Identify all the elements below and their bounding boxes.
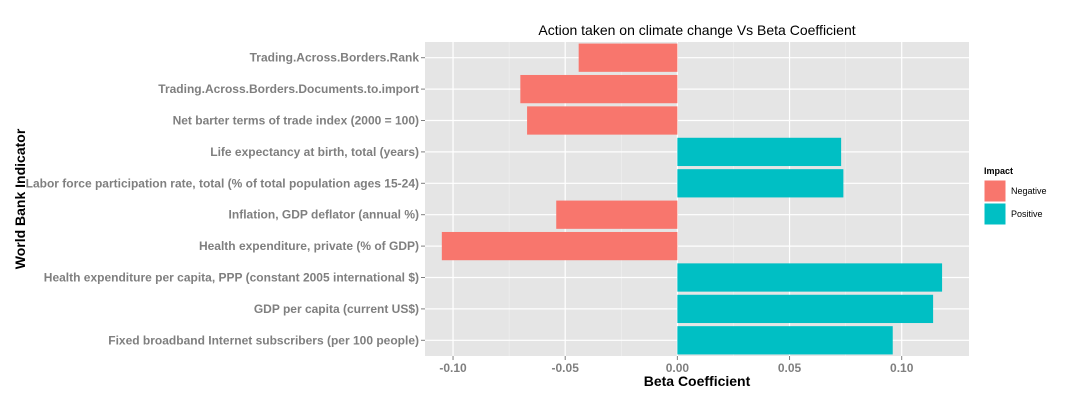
category-label: Health expenditure per capita, PPP (cons… [44,271,419,285]
category-label: Fixed broadband Internet subscribers (pe… [108,333,419,347]
category-label: Life expectancy at birth, total (years) [210,145,419,159]
bar [527,106,678,135]
x-axis-ticks: -0.10 -0.05 0.00 0.05 0.10 [439,356,914,375]
bar [677,326,893,355]
legend: Impact Negative Positive [983,166,1047,226]
bar [556,200,678,229]
x-tick-label: 0.05 [778,361,802,375]
legend-swatch [983,202,1007,226]
x-tick-label: 0.00 [666,361,690,375]
category-label: Health expenditure, private (% of GDP) [199,239,419,253]
category-label: Trading.Across.Borders.Rank [250,51,420,65]
x-tick-label: -0.10 [439,361,467,375]
bar [677,137,842,167]
x-axis-title: Beta Coefficient [644,373,751,389]
bar [677,169,844,198]
bar [520,74,678,104]
y-axis-title: World Bank Indicator [12,128,28,269]
legend-label: Negative [1011,186,1047,196]
legend-title: Impact [984,166,1013,176]
category-label: Net barter terms of trade index (2000 = … [173,114,419,128]
category-label: GDP per capita (current US$) [254,302,419,316]
bar [578,43,678,72]
bar [441,231,678,261]
x-tick-label: 0.10 [890,361,914,375]
bars [441,43,943,355]
legend-label: Positive [1011,209,1043,219]
category-label: Labor force participation rate, total (%… [26,176,419,190]
bar [677,294,934,324]
category-label: Inflation, GDP deflator (annual %) [229,208,419,222]
chart-title: Action taken on climate change Vs Beta C… [538,22,855,38]
category-labels: Trading.Across.Borders.Rank Trading.Acros… [26,51,425,347]
bar [677,263,943,292]
legend-swatch [983,179,1007,203]
x-tick-label: -0.05 [552,361,580,375]
category-label: Trading.Across.Borders.Documents.to.impo… [158,82,419,96]
